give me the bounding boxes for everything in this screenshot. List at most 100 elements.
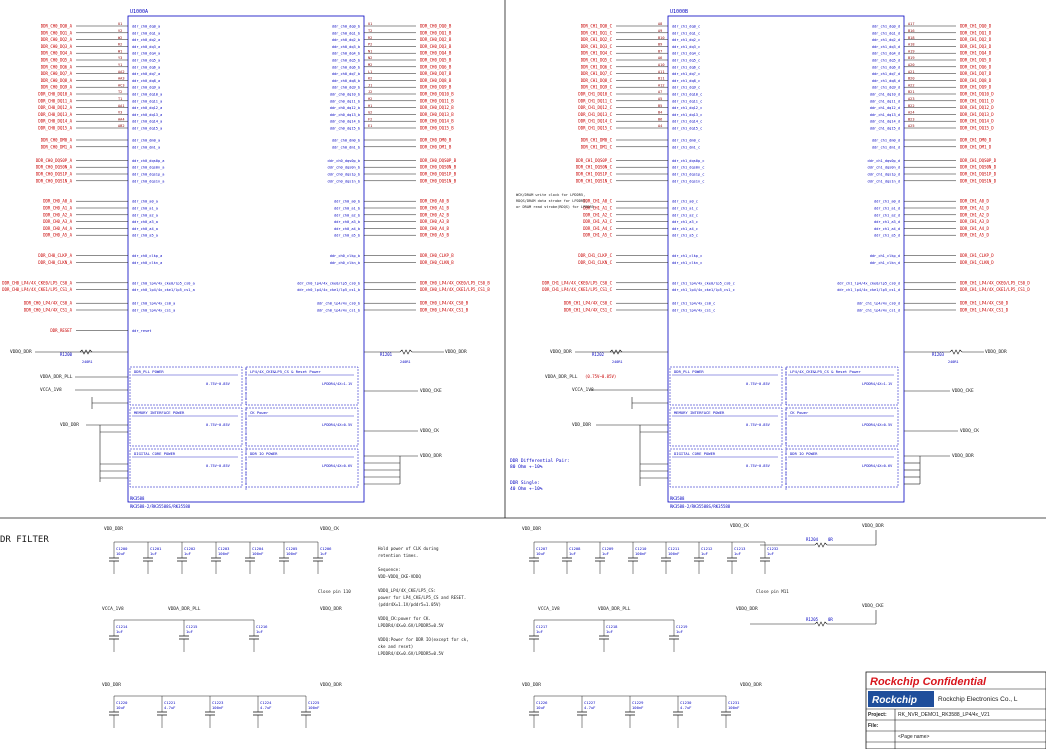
pin-number: A25	[908, 124, 915, 128]
net-label: DDR_CH1_DQ13_D	[960, 112, 994, 117]
net-label: DDR_CH0_DQ4_B	[420, 51, 452, 56]
net-label: DDR_CH0_DQ12_A	[38, 105, 72, 110]
capacitor-ref: C1219	[676, 624, 688, 629]
chip-u1000a[interactable]: U1000A RK3588 RK3588-2/RK35588S/RK35588 …	[2, 9, 490, 509]
cap-row-1-right: C120710uFC12081uFC12091uFC1210100nFC1211…	[529, 541, 778, 574]
pin-number: A23	[908, 97, 915, 101]
net-label: DDR_CH0_DQ4_A	[41, 51, 73, 56]
pin-signal: ddr_ch0_lp4/4x_cke0/lp5_cs0_a	[132, 281, 195, 285]
pin-signal: ddr_ch1_dq10_d	[870, 93, 900, 97]
net-label: DDR_CH0_DQ1_A	[41, 30, 73, 35]
power-net-vddq-ddr: VDDQ_DDR	[10, 349, 32, 355]
pin-signal: ddr_ch0_dqs1n_a	[132, 179, 164, 183]
net-label: DDR_CH1_DQS0N_D	[960, 165, 997, 170]
pin-signal: ddr_ch1_dq5_c	[672, 59, 700, 63]
pin-signal: ddr_ch1_clkp_d	[870, 254, 900, 258]
pin-number: V2	[118, 29, 122, 33]
net-label: DDR_CH0_DQ5_A	[41, 58, 73, 63]
pin-number: B22	[908, 104, 915, 108]
pin-signal: ddr_ch0_dm1_a	[132, 145, 160, 149]
net-label: DDR_CH0_CLKN_B	[420, 260, 454, 265]
net-label: DDR_CH1_DQS1N_C	[576, 178, 613, 183]
net-label: DDR_CH0_DQ3_A	[41, 44, 73, 49]
power-block-note: LPDDR4/4X=0.5V	[322, 423, 353, 427]
power-block-title: LP4/4X_CKE&LP5_CS & Reset Power	[250, 369, 322, 374]
capacitor-ref: C1213	[734, 546, 745, 551]
note-line: retention times.	[378, 553, 418, 558]
net-label: DDR_CH1_CLKP_C	[578, 253, 612, 258]
resistor-r1205-value: 0R	[828, 617, 833, 622]
net-label: DDR_CH0_A1_A	[43, 206, 72, 211]
net-label: DDR_CH0_LP4/4X_CKE1/LP5_CS1_B	[420, 287, 490, 292]
pll-note: (0.75V~0.85V)	[585, 374, 616, 379]
wck-note-line1: WCK/DRAM write clock for LPDDR5,	[516, 193, 585, 197]
pin-signal: ddr_ch0_dq2_b	[332, 38, 360, 42]
pin-signal: ddr_ch0_a1_b	[334, 207, 360, 211]
note-line: LPDDR4/4X=0.6V/LPDDR5=0.5V	[378, 623, 444, 628]
pin-number: A24	[908, 111, 915, 115]
pin-signal: ddr_ch1_dqs0n_d	[868, 166, 900, 170]
note-line: VDDQ_LP4/4X_CKE/LP5_CS:	[378, 588, 436, 593]
pin-signal: ddr_ch0_dqs0n_b	[328, 166, 360, 170]
power-net-vdd-ddr: VDD_DDR	[60, 422, 79, 428]
pin-signal: ddr_ch1_a1_c	[672, 207, 698, 211]
net-label: DDR_CH1_DM0_C	[581, 138, 613, 143]
pin-signal: ddr_ch1_dqs0n_c	[672, 166, 704, 170]
pin-signal: ddr_ch1_a3_c	[672, 220, 698, 224]
net-label: DDR_CH0_A0_B	[420, 199, 449, 204]
capacitor-value: 100nF	[308, 705, 320, 710]
capacitor-ref: C1216	[256, 624, 268, 629]
pin-signal: ddr_ch0_dq10_a	[132, 93, 162, 97]
pin-number: R2	[368, 36, 372, 40]
net-label: DDR_CH0_DQS0N_B	[420, 165, 457, 170]
net-label: DDR_CH0_DQ7_B	[420, 71, 452, 76]
net-label: DDR_CH1_DQ12_D	[960, 105, 994, 110]
capacitor-value: 1uF	[184, 551, 192, 556]
net-label: DDR_CH0_LP4/4X_CS1_B	[420, 308, 469, 313]
pin-signal: ddr_ch0_dqs0p_a	[132, 159, 164, 163]
resistor-r1201: R1201	[380, 352, 393, 357]
pin-number: B18	[908, 36, 915, 40]
pin-number: R2	[118, 43, 122, 47]
chip-body	[667, 15, 905, 503]
net-label: DDR_CH0_DQ15_B	[420, 126, 454, 131]
net-label: DDR_CH1_A3_D	[960, 219, 989, 224]
rail-vdda-ddr-pll: VDDA_DDR_PLL	[168, 606, 201, 612]
pin-signal: ddr_ch1_dqs1p_c	[672, 173, 704, 177]
net-label: DDR_CH0_DQS0P_A	[36, 158, 73, 163]
capacitor-ref: C1226	[536, 700, 548, 705]
net-label: DDR_CH1_LP4/4X_CKE0/LP5_CS0_D	[960, 280, 1030, 285]
pin-signal: ddr_ch0_lp4/4x_cs1_a	[132, 309, 175, 313]
chip-part-code: RK3588-2/RK35588S/RK35588	[670, 504, 731, 509]
pin-number: N1	[368, 49, 372, 53]
diff-pair-note-line1: DDR Differential Pair:	[510, 458, 570, 464]
pin-number: B16	[908, 29, 915, 33]
pin-signal: ddr_ch1_a3_d	[874, 220, 900, 224]
net-label: DDR_CH1_DQ8_D	[960, 78, 992, 83]
capacitor-ref: C1205	[286, 546, 297, 551]
net-label: DDR_CH1_CLKN_C	[578, 260, 612, 265]
net-label: DDR_CH0_DQ0_B	[420, 24, 452, 29]
net-label: DDR_CH1_DQ9_D	[960, 85, 992, 90]
capacitor-ref: C1227	[584, 700, 595, 705]
pin-number: A4	[658, 124, 662, 128]
net-label: DDR_CH0_A3_B	[420, 219, 449, 224]
net-label: DDR_CH0_A4_B	[420, 226, 449, 231]
rail-vddq-ddr-row3: VDDQ_DDR	[320, 682, 342, 688]
pin-number: P2	[368, 43, 372, 47]
pin-signal: ddr_ch1_dqs1n_c	[672, 179, 704, 183]
capacitor-ref: C1200	[116, 546, 128, 551]
rail-vddq-ddr-right-row3: VDDQ_DDR	[740, 682, 762, 688]
net-label: DDR_CH0_DQS1N_B	[420, 178, 457, 183]
capacitor-value: 1uF	[116, 629, 124, 634]
net-label: DDR_CH0_DQ6_B	[420, 64, 452, 69]
chip-u1000b[interactable]: U1000B RK3588 RK3588-2/RK35588S/RK35588 …	[510, 9, 1030, 509]
net-label: DDR_CH1_DQ12_C	[578, 105, 612, 110]
net-label: DDR_CH0_DM0_B	[420, 138, 452, 143]
capacitor-ref: C1218	[606, 624, 618, 629]
close-pin-note-left: Close pin 110	[318, 589, 351, 594]
net-label: DDR_CH0_LP4/4X_CS1_A	[24, 308, 73, 313]
pin-signal: ddr_ch1_dq2_c	[672, 38, 700, 42]
pin-signal: ddr_ch0_dm0_b	[332, 139, 360, 143]
